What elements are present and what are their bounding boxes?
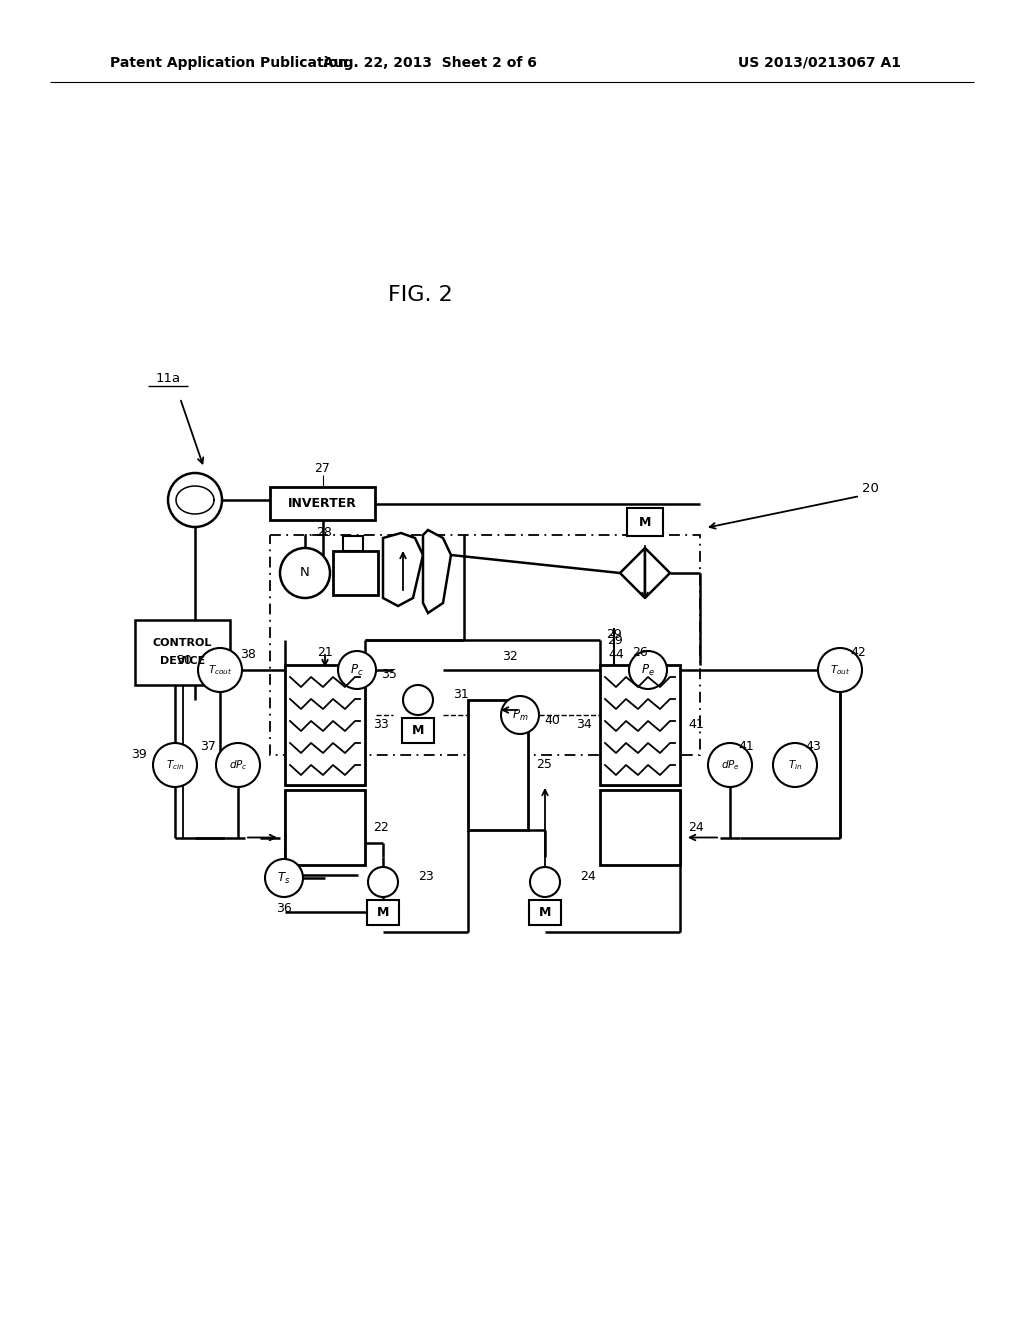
- Text: M: M: [639, 516, 651, 528]
- Bar: [285, 789, 365, 865]
- Text: 41: 41: [738, 741, 754, 754]
- Text: 35: 35: [381, 668, 397, 681]
- Text: $T_{cin}$: $T_{cin}$: [166, 758, 184, 772]
- Text: $T_{cout}$: $T_{cout}$: [208, 663, 232, 677]
- Bar: [627, 508, 663, 536]
- Text: M: M: [377, 906, 389, 919]
- Text: $dP_c$: $dP_c$: [228, 758, 248, 772]
- Bar: [600, 665, 680, 785]
- Bar: [285, 665, 365, 785]
- Text: 42: 42: [850, 645, 865, 659]
- Text: 44: 44: [608, 648, 624, 661]
- Circle shape: [501, 696, 539, 734]
- Bar: [270, 535, 700, 755]
- Bar: [402, 718, 434, 743]
- Bar: [135, 620, 230, 685]
- Text: 41: 41: [688, 718, 703, 731]
- Text: US 2013/0213067 A1: US 2013/0213067 A1: [738, 55, 901, 70]
- Circle shape: [153, 743, 197, 787]
- Circle shape: [773, 743, 817, 787]
- Polygon shape: [645, 548, 670, 598]
- Text: 39: 39: [131, 748, 147, 762]
- Circle shape: [708, 743, 752, 787]
- Text: DEVICE: DEVICE: [160, 656, 205, 667]
- Text: 34: 34: [577, 718, 592, 731]
- Text: 32: 32: [502, 649, 518, 663]
- Bar: [600, 789, 680, 865]
- Bar: [333, 550, 378, 595]
- Text: 43: 43: [805, 741, 821, 754]
- Circle shape: [198, 648, 242, 692]
- Text: 25: 25: [536, 759, 552, 771]
- Text: 40: 40: [544, 714, 560, 726]
- Text: 20: 20: [861, 482, 879, 495]
- Circle shape: [338, 651, 376, 689]
- Circle shape: [818, 648, 862, 692]
- Text: $P_e$: $P_e$: [641, 663, 655, 677]
- Text: M: M: [412, 723, 424, 737]
- Text: INVERTER: INVERTER: [288, 498, 357, 510]
- Text: 33: 33: [373, 718, 389, 731]
- Text: 28: 28: [316, 525, 333, 539]
- Text: 36: 36: [276, 903, 292, 916]
- Text: 22: 22: [373, 821, 389, 834]
- Circle shape: [368, 867, 398, 898]
- Circle shape: [265, 859, 303, 898]
- Text: 21: 21: [317, 647, 333, 660]
- Text: $P_m$: $P_m$: [512, 708, 528, 722]
- Text: $T_{in}$: $T_{in}$: [787, 758, 802, 772]
- Polygon shape: [620, 548, 645, 598]
- Bar: [343, 536, 362, 550]
- Polygon shape: [383, 533, 423, 606]
- Text: 31: 31: [453, 689, 469, 701]
- Bar: [468, 700, 528, 830]
- Text: M: M: [539, 906, 551, 919]
- Text: N: N: [300, 566, 310, 579]
- Text: $dP_e$: $dP_e$: [721, 758, 739, 772]
- Text: 37: 37: [200, 741, 216, 754]
- Text: 23: 23: [418, 870, 434, 883]
- Text: 30: 30: [176, 653, 193, 667]
- Text: 29: 29: [606, 628, 622, 642]
- Text: 24: 24: [580, 870, 596, 883]
- Bar: [367, 900, 399, 925]
- Text: FIG. 2: FIG. 2: [388, 285, 453, 305]
- Text: $T_{out}$: $T_{out}$: [829, 663, 850, 677]
- Text: $T_s$: $T_s$: [278, 870, 291, 886]
- Text: CONTROL: CONTROL: [153, 639, 212, 648]
- Text: 27: 27: [314, 462, 331, 475]
- Bar: [529, 900, 561, 925]
- Circle shape: [629, 651, 667, 689]
- Text: 11a: 11a: [156, 371, 180, 384]
- Text: Patent Application Publication: Patent Application Publication: [110, 55, 348, 70]
- Circle shape: [403, 685, 433, 715]
- Circle shape: [530, 867, 560, 898]
- Text: 29: 29: [607, 634, 623, 647]
- Text: 38: 38: [240, 648, 256, 661]
- Text: $P_c$: $P_c$: [350, 663, 364, 677]
- Circle shape: [280, 548, 330, 598]
- Circle shape: [168, 473, 222, 527]
- Text: Aug. 22, 2013  Sheet 2 of 6: Aug. 22, 2013 Sheet 2 of 6: [323, 55, 537, 70]
- Bar: [270, 487, 375, 520]
- Circle shape: [216, 743, 260, 787]
- Text: 24: 24: [688, 821, 703, 834]
- Polygon shape: [423, 531, 451, 612]
- Text: 26: 26: [632, 647, 648, 660]
